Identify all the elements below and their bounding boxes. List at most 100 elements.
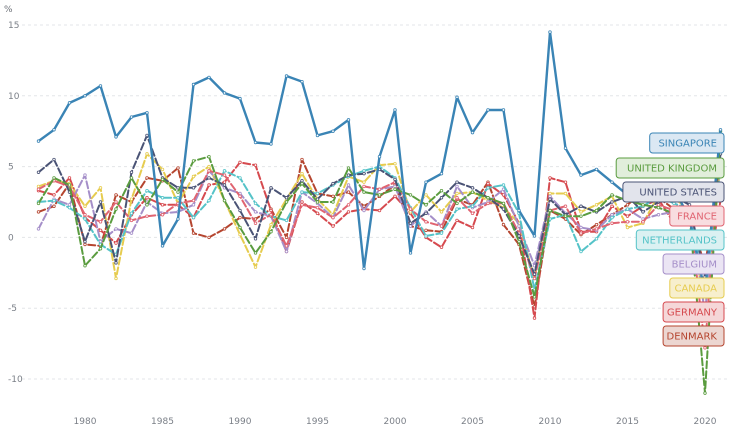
legend-label-text: NETHERLANDS (642, 236, 717, 247)
data-point (625, 214, 630, 218)
data-point (393, 162, 397, 166)
data-point (36, 187, 41, 191)
data-point (594, 227, 599, 231)
data-point (346, 190, 351, 194)
data-point (470, 204, 475, 208)
x-tick-label: 2015 (616, 417, 639, 427)
data-point (83, 217, 87, 221)
data-point (83, 204, 87, 208)
data-point (191, 159, 196, 163)
data-point (67, 101, 72, 105)
data-point (486, 196, 490, 200)
data-point (284, 196, 289, 200)
data-point (439, 188, 444, 193)
data-point (439, 245, 444, 250)
data-point (625, 203, 630, 207)
x-tick-label: 1990 (229, 417, 252, 427)
x-tick-label: 2005 (461, 417, 484, 427)
data-point (315, 133, 320, 138)
data-point (393, 177, 397, 182)
data-point (67, 203, 72, 207)
y-tick-label: 10 (8, 92, 20, 102)
data-point (300, 171, 304, 176)
data-point (238, 96, 242, 101)
legend-label-box (649, 132, 725, 154)
data-point (222, 198, 227, 203)
data-point (424, 203, 428, 207)
legend-label-box (662, 301, 725, 323)
data-point (315, 200, 320, 204)
data-point (579, 231, 583, 235)
data-point (114, 241, 118, 245)
data-point (238, 208, 242, 213)
data-point (393, 108, 397, 112)
data-point (253, 221, 258, 225)
data-point (439, 210, 444, 214)
y-unit-label: % (4, 5, 13, 15)
data-point (36, 139, 41, 143)
data-point (160, 177, 165, 182)
data-point (145, 133, 149, 138)
data-point (346, 203, 351, 207)
series-line-denmark (37, 158, 722, 308)
legend-item-germany: GERMANY (662, 301, 725, 323)
data-point (129, 170, 134, 174)
data-point (98, 228, 103, 233)
data-point (238, 225, 242, 230)
data-point (222, 173, 227, 177)
data-point (129, 211, 134, 216)
data-point (470, 130, 475, 135)
legend: SINGAPORE UNITED KINGDOM UNITED STATES FRAN… (615, 132, 725, 347)
data-point (191, 231, 196, 235)
data-point (455, 201, 459, 206)
data-point (160, 203, 165, 207)
data-point (548, 30, 552, 34)
y-tick-label: -5 (8, 304, 17, 314)
data-point (253, 163, 258, 167)
data-point (238, 160, 242, 165)
data-point (486, 201, 490, 206)
data-point (145, 203, 149, 207)
data-point (222, 91, 227, 95)
data-point (253, 251, 258, 255)
data-point (548, 197, 552, 201)
data-point (346, 166, 351, 170)
data-point (253, 237, 258, 241)
data-point (718, 128, 723, 132)
data-point (594, 203, 599, 207)
data-point (532, 276, 537, 281)
legend-label-box (669, 277, 725, 299)
legend-item-united-kingdom: UNITED KINGDOM (615, 157, 725, 179)
data-point (377, 154, 382, 159)
data-point (455, 191, 459, 196)
data-point (114, 200, 118, 204)
data-point (424, 220, 428, 224)
data-point (269, 186, 273, 190)
data-point (315, 191, 320, 196)
x-tick-label: 1980 (74, 417, 97, 427)
legend-label-text: DENMARK (667, 332, 718, 343)
data-point (331, 194, 335, 199)
data-point (548, 194, 552, 199)
legend-label-text: UNITED KINGDOM (627, 164, 717, 175)
data-point (656, 213, 661, 217)
data-point (191, 198, 196, 203)
legend-label-box (662, 253, 725, 275)
data-point (191, 215, 196, 220)
data-point (176, 190, 180, 194)
data-point (145, 214, 149, 218)
data-point (424, 211, 428, 216)
data-point (238, 176, 242, 180)
x-tick-label: 2010 (539, 417, 562, 427)
data-point (238, 232, 242, 237)
data-point (145, 111, 149, 115)
data-point (52, 193, 56, 197)
data-point (83, 242, 87, 247)
data-point (610, 213, 614, 217)
data-point (625, 220, 630, 224)
data-point (83, 94, 87, 98)
data-point (594, 208, 599, 213)
data-point (610, 204, 614, 208)
data-point (362, 180, 366, 184)
